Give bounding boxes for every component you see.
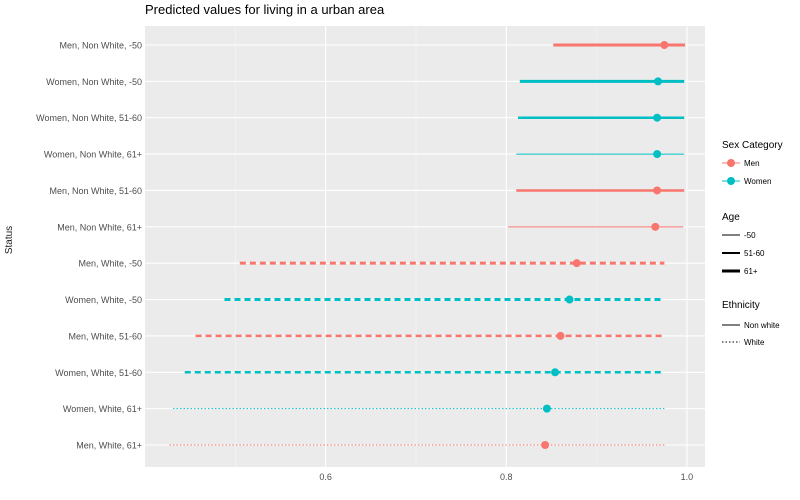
- y-tick-label: Men, White, -50: [78, 259, 142, 269]
- y-tick-label: Men, White, 51-60: [68, 331, 142, 341]
- estimate-point: [556, 331, 565, 340]
- y-tick-label: Men, Non White, 51-60: [49, 186, 142, 196]
- estimate-point: [654, 77, 663, 86]
- legend-key-women-point: [727, 177, 735, 185]
- x-tick-label: 1.0: [681, 472, 694, 482]
- legend-sex-item-women: Women: [744, 177, 771, 186]
- y-tick-label: Women, White, 51-60: [55, 368, 142, 378]
- estimate-point: [651, 222, 660, 231]
- plot-panel: [145, 26, 705, 467]
- legend: Sex Category Men Women Age -50 51-60 61+…: [722, 140, 783, 347]
- x-tick-label: 0.6: [319, 472, 332, 482]
- estimate-point: [660, 41, 669, 49]
- y-tick-label: Men, Non White, -50: [59, 41, 142, 51]
- estimate-point: [541, 441, 550, 449]
- y-tick-label: Men, White, 61+: [76, 441, 142, 451]
- legend-key-men-point: [727, 159, 735, 167]
- estimate-point: [653, 150, 662, 159]
- interval-marks: [169, 41, 686, 449]
- legend-ethnicity-item-nonwhite: Non white: [744, 321, 780, 330]
- x-tick-labels: 0.6 0.8 1.0: [319, 472, 693, 482]
- legend-sex-item-men: Men: [744, 159, 760, 168]
- estimate-point: [572, 259, 581, 268]
- estimate-point: [565, 295, 574, 304]
- x-tick-label: 0.8: [500, 472, 513, 482]
- y-tick-label: Women, Non White, 51-60: [36, 113, 142, 123]
- estimate-point: [542, 404, 551, 413]
- legend-age-item-51-60: 51-60: [744, 249, 765, 258]
- legend-sex-title: Sex Category: [722, 140, 783, 151]
- y-tick-label: Women, Non White, 61+: [44, 150, 142, 160]
- chart-title: Predicted values for living in a urban a…: [145, 2, 385, 17]
- estimate-point: [653, 113, 662, 122]
- legend-age-item-61plus: 61+: [744, 267, 758, 276]
- y-tick-label: Women, Non White, -50: [46, 77, 142, 87]
- estimate-point: [653, 186, 662, 195]
- y-tick-label: Men, Non White, 61+: [57, 222, 142, 232]
- y-tick-labels: Men, Non White, -50 Women, Non White, -50…: [36, 41, 142, 451]
- legend-age-title: Age: [722, 212, 740, 223]
- legend-ethnicity-item-white: White: [744, 338, 765, 347]
- legend-age-item-under50: -50: [744, 231, 756, 240]
- y-tick-label: Women, White, 61+: [63, 404, 142, 414]
- y-axis-label: Status: [4, 226, 15, 254]
- legend-ethnicity-title: Ethnicity: [722, 300, 760, 311]
- estimate-point: [551, 368, 560, 377]
- y-tick-label: Women, White, -50: [65, 295, 142, 305]
